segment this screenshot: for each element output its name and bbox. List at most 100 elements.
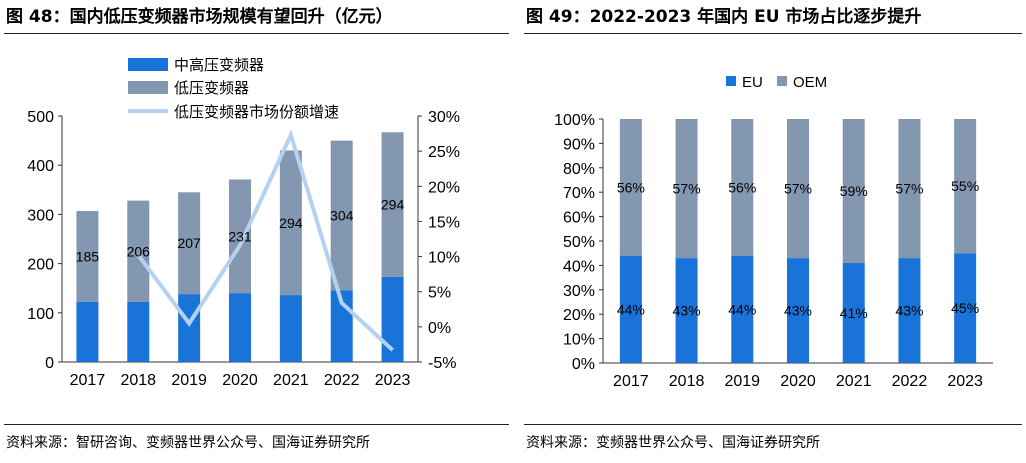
growth-rate-line	[136, 129, 394, 352]
x-tick-label: 2017	[613, 373, 649, 390]
legend-label-growth: 低压变频器市场份额增速	[174, 104, 339, 121]
y-tick-label: 50%	[563, 234, 595, 251]
left-source: 资料来源：智研咨询、变频器世界公众号、国海证券研究所	[6, 435, 370, 451]
x-tick-label: 2020	[780, 373, 816, 390]
oem-data-label: 57%	[784, 181, 812, 197]
left-y-tick-label: 200	[27, 257, 54, 274]
legend-swatch-eu	[726, 76, 736, 86]
data-label: 207	[177, 235, 201, 251]
left-y-tick-label: 300	[27, 207, 54, 224]
right-y-tick-label: 15%	[428, 214, 460, 231]
bar-oem	[787, 119, 809, 259]
right-chart-title: 图 49：2022-2023 年国内 EU 市场占比逐步提升	[526, 7, 922, 27]
y-tick-label: 20%	[563, 307, 595, 324]
bar-mid-high-voltage	[279, 295, 302, 362]
bar-oem	[675, 119, 698, 259]
y-tick-label: 40%	[563, 258, 595, 275]
data-label: 231	[228, 228, 252, 244]
bar-eu	[954, 253, 977, 363]
data-label: 294	[279, 215, 303, 231]
y-tick-label: 90%	[563, 136, 595, 153]
x-tick-label: 2022	[892, 373, 928, 390]
right-y-tick-label: -5%	[428, 355, 456, 372]
bar-mid-high-voltage	[76, 301, 99, 362]
bar-mid-high-voltage	[381, 276, 404, 362]
x-tick-label: 2021	[836, 373, 872, 390]
data-label: 294	[381, 197, 405, 213]
bar-eu	[842, 262, 865, 363]
bar-low-voltage	[178, 192, 201, 295]
y-tick-label: 70%	[563, 185, 595, 202]
bar-mid-high-voltage	[127, 301, 150, 362]
bar-oem	[731, 119, 754, 256]
left-source-rule	[4, 424, 509, 425]
legend-label-eu: EU	[742, 74, 763, 91]
right-source-rule	[524, 424, 1022, 425]
legend-label-oem: OEM	[793, 74, 827, 91]
oem-data-label: 59%	[840, 183, 868, 199]
data-label: 206	[127, 243, 151, 259]
right-y-tick-label: 5%	[428, 285, 451, 302]
left-chart-title: 图 48：国内低压变频器市场规模有望回升（亿元）	[6, 7, 393, 27]
bar-low-voltage	[381, 132, 404, 277]
x-tick-label: 2018	[120, 372, 156, 389]
bar-mid-high-voltage	[178, 294, 201, 362]
y-tick-label: 10%	[563, 332, 595, 349]
bar-eu	[619, 255, 642, 363]
legend-label-low: 低压变频器	[174, 80, 249, 97]
eu-data-label: 43%	[673, 303, 701, 319]
bar-low-voltage	[330, 140, 353, 291]
x-tick-label: 2021	[273, 372, 309, 389]
eu-data-label: 43%	[784, 303, 812, 319]
data-label: 185	[76, 248, 100, 264]
legend-swatch-low	[128, 81, 168, 94]
data-label: 304	[330, 207, 354, 223]
y-tick-label: 60%	[563, 210, 595, 227]
legend-label-mid-high: 中高压变频器	[174, 57, 264, 74]
left-y-tick-label: 400	[27, 158, 54, 175]
bar-low-voltage	[76, 210, 99, 302]
y-tick-label: 80%	[563, 161, 595, 178]
x-tick-label: 2020	[222, 372, 258, 389]
oem-data-label: 55%	[951, 178, 979, 194]
bar-low-voltage	[229, 179, 251, 294]
left-panel: 图 48：国内低压变频器市场规模有望回升（亿元） 0 100 200 300 400 50…	[4, 7, 509, 451]
legend-swatch-mid-high	[128, 58, 168, 71]
left-chart: 0 100 200 300 400 500 -5% 0% 5% 10% 15% 20% 25% 30% 20…	[27, 57, 460, 389]
left-y-tick-label: 0	[45, 355, 54, 372]
right-source: 资料来源：变频器世界公众号、国海证券研究所	[526, 435, 820, 451]
x-tick-label: 2023	[947, 373, 983, 390]
y-tick-label: 0%	[572, 356, 595, 373]
eu-data-label: 44%	[728, 301, 756, 317]
right-y-tick-label: 0%	[428, 320, 451, 337]
bar-oem	[842, 119, 865, 263]
x-tick-label: 2017	[70, 372, 106, 389]
bar-oem	[619, 119, 642, 256]
bar-eu	[787, 258, 809, 363]
oem-data-label: 56%	[728, 179, 756, 195]
right-y-tick-label: 30%	[428, 109, 460, 126]
bar-mid-high-voltage	[229, 293, 251, 362]
left-title-rule	[4, 33, 509, 34]
left-y-tick-label: 500	[27, 109, 54, 126]
eu-data-label: 45%	[951, 300, 979, 316]
right-panel: 图 49：2022-2023 年国内 EU 市场占比逐步提升 0% 10% 20% 3…	[520, 0, 1026, 463]
oem-data-label: 56%	[617, 179, 645, 195]
bar-eu	[898, 258, 921, 363]
bar-low-voltage	[127, 200, 150, 302]
eu-data-label: 41%	[840, 305, 868, 321]
right-title-rule	[524, 33, 1022, 34]
y-tick-label: 100%	[554, 112, 595, 129]
x-tick-label: 2018	[669, 373, 705, 390]
left-y-tick-label: 100	[27, 306, 54, 323]
bar-oem	[954, 119, 977, 254]
right-y-tick-label: 10%	[428, 250, 460, 267]
x-tick-label: 2019	[724, 373, 760, 390]
legend-swatch-oem	[777, 76, 787, 86]
right-chart: 0% 10% 20% 30% 40% 50% 60% 70% 80% 90% 100% 44% 56% 2…	[554, 74, 993, 390]
right-y-tick-label: 25%	[428, 144, 460, 161]
oem-data-label: 57%	[895, 181, 923, 197]
bar-eu	[675, 258, 698, 363]
x-tick-label: 2022	[324, 372, 360, 389]
eu-data-label: 44%	[617, 301, 645, 317]
